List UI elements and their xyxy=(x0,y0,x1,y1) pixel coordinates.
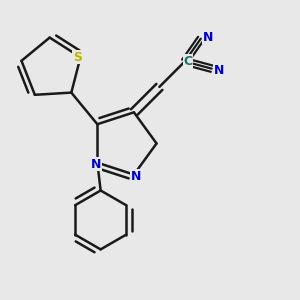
Text: N: N xyxy=(203,31,213,44)
Text: S: S xyxy=(73,51,82,64)
Text: C: C xyxy=(184,55,193,68)
Text: N: N xyxy=(91,158,101,171)
Text: N: N xyxy=(214,64,224,77)
Text: N: N xyxy=(130,170,141,183)
